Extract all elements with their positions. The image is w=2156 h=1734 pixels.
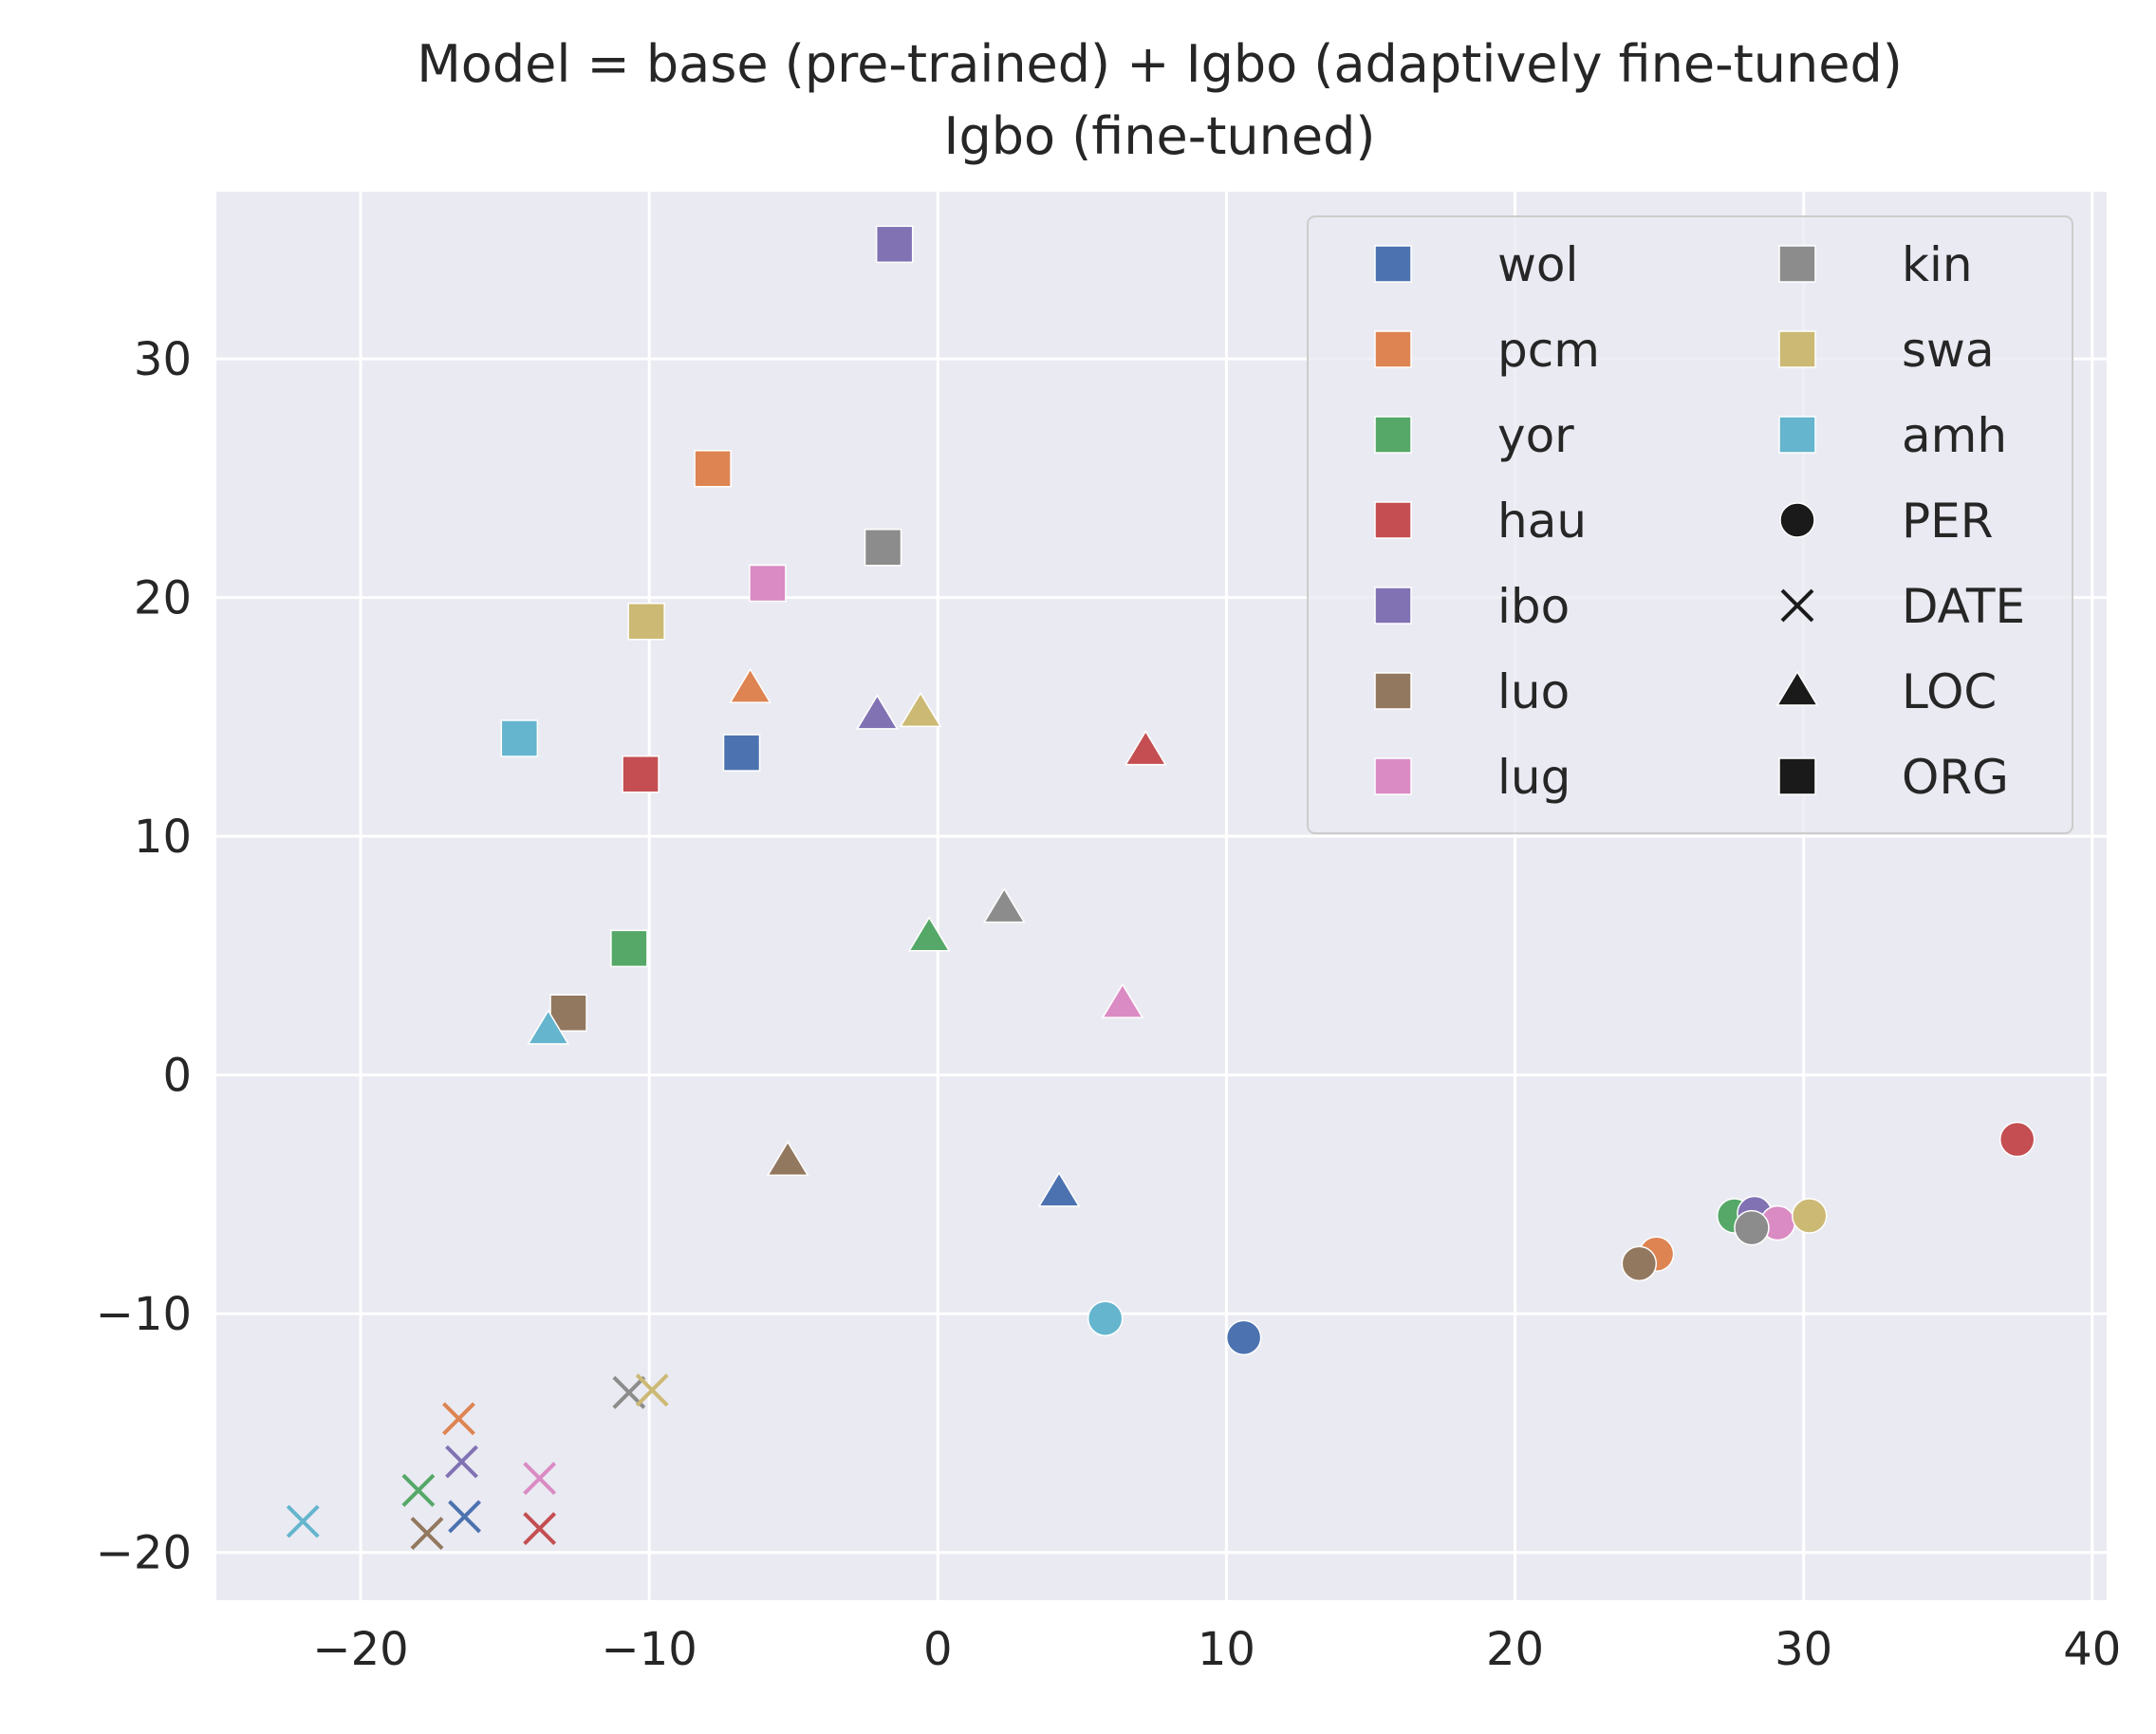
point-pcm-org: [694, 450, 732, 488]
y-tick-label: 0: [162, 1050, 192, 1103]
legend-marker-wol: [1374, 245, 1412, 283]
x-tick-label: 10: [1198, 1623, 1255, 1676]
legend-label-luo: luo: [1497, 664, 1570, 719]
point-swa-per: [1792, 1198, 1828, 1234]
point-amh-loc: [527, 1009, 570, 1045]
legend-marker-ibo: [1374, 587, 1412, 625]
point-luo-date: [410, 1517, 444, 1550]
legend-label-per: PER: [1902, 494, 1993, 549]
legend-marker-kin: [1778, 245, 1816, 283]
point-amh-date: [286, 1504, 320, 1538]
legend-label-org: ORG: [1902, 750, 2009, 805]
legend-marker-org: [1778, 757, 1816, 795]
y-tick-label: −10: [96, 1288, 192, 1341]
legend-marker-luo: [1374, 672, 1412, 710]
legend-label-date: DATE: [1902, 579, 2025, 634]
legend-marker-pcm: [1374, 330, 1412, 368]
legend-marker-date: [1780, 588, 1814, 623]
point-yor-date: [401, 1473, 436, 1507]
x-tick-label: 40: [2063, 1623, 2121, 1676]
legend-label-loc: LOC: [1902, 664, 1997, 719]
point-ibo-org: [875, 225, 914, 264]
y-tick-label: 20: [134, 572, 192, 625]
y-tick-label: 30: [134, 333, 192, 386]
legend-label-ibo: ibo: [1497, 579, 1570, 634]
x-tick-label: −10: [602, 1623, 697, 1676]
point-kin-loc: [982, 887, 1026, 923]
point-hau-date: [523, 1512, 557, 1545]
legend: wol pcm yor hau ibo luo lug kin swa amh PER DATE LOC…: [1307, 215, 2073, 834]
legend-label-wol: wol: [1497, 237, 1578, 292]
legend-label-swa: swa: [1902, 323, 1995, 378]
y-tick-label: 10: [134, 811, 192, 864]
x-tick-label: 0: [923, 1623, 953, 1676]
data-points: [286, 225, 2035, 1550]
legend-label-amh: amh: [1902, 408, 2007, 463]
point-wol-loc: [1037, 1171, 1081, 1207]
point-pcm-date: [442, 1402, 475, 1436]
point-kin-per: [1734, 1209, 1770, 1246]
legend-marker-loc: [1775, 670, 1819, 706]
legend-label-lug: lug: [1497, 750, 1571, 805]
legend-marker-yor: [1374, 416, 1412, 454]
point-wol-date: [448, 1500, 481, 1534]
chart-subtitle: Igbo (fine-tuned): [944, 106, 1376, 166]
legend-marker-lug: [1374, 757, 1412, 795]
y-tick-label: −20: [96, 1527, 192, 1580]
legend-label-yor: yor: [1497, 408, 1574, 463]
point-lug-org: [749, 564, 787, 603]
point-pcm-loc: [729, 667, 771, 703]
point-luo-loc: [766, 1140, 809, 1176]
point-kin-org: [864, 529, 902, 567]
point-lug-loc: [1101, 982, 1144, 1018]
chart-title: Model = base (pre-trained) + Igbo (adapt…: [417, 34, 1903, 94]
point-ibo-date: [445, 1445, 478, 1479]
point-yor-org: [610, 929, 648, 968]
point-wol-org: [722, 734, 761, 772]
legend-box: [1307, 215, 2073, 834]
x-tick-label: 20: [1486, 1623, 1544, 1676]
point-ibo-loc: [856, 694, 899, 730]
legend-marker-swa: [1778, 330, 1816, 368]
point-luo-per: [1621, 1245, 1658, 1282]
y-axis-ticks: −20 −10 0 10 20 30: [96, 333, 192, 1580]
point-hau-per: [1998, 1121, 2035, 1158]
legend-marker-amh: [1778, 416, 1816, 454]
legend-marker-hau: [1374, 501, 1412, 539]
legend-label-kin: kin: [1902, 237, 1973, 292]
point-hau-org: [622, 755, 660, 793]
legend-marker-per: [1779, 502, 1815, 538]
point-swa-date: [635, 1373, 669, 1408]
x-tick-label: 30: [1775, 1623, 1832, 1676]
point-swa-loc: [899, 691, 942, 728]
point-wol-per: [1225, 1319, 1262, 1356]
point-lug-date: [523, 1462, 557, 1496]
point-swa-org: [627, 602, 665, 641]
legend-label-hau: hau: [1497, 494, 1587, 549]
point-amh-per: [1087, 1300, 1124, 1336]
point-yor-loc: [907, 916, 951, 952]
x-axis-ticks: −20 −10 0 10 20 30 40: [312, 1623, 2121, 1676]
legend-items: wol pcm yor hau ibo luo lug kin swa amh PER DATE LOC…: [1374, 237, 2025, 805]
legend-label-pcm: pcm: [1497, 323, 1600, 378]
point-hau-loc: [1124, 730, 1167, 766]
grid-lines: [216, 192, 2107, 1600]
x-tick-label: −20: [312, 1623, 408, 1676]
point-amh-org: [500, 719, 539, 757]
